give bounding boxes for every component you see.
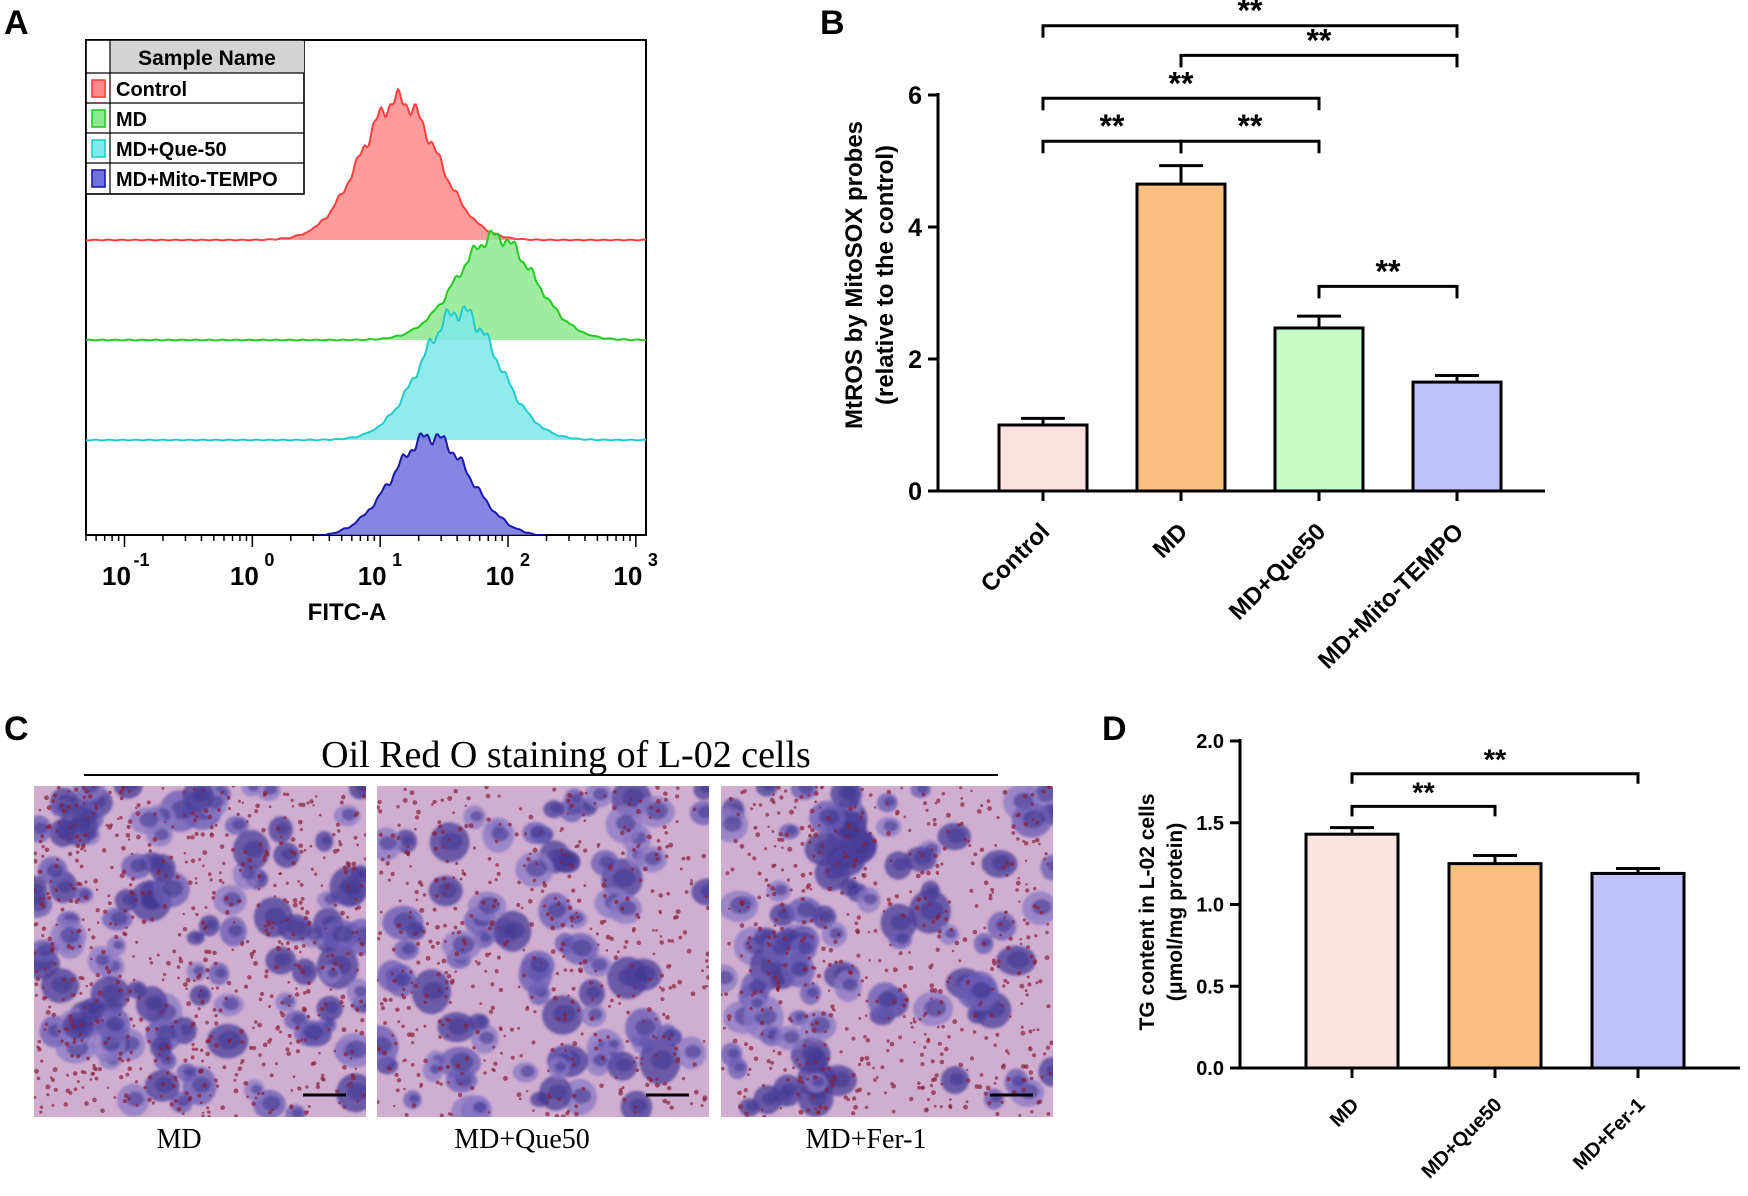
panel-c-title: Oil Red O staining of L-02 cells xyxy=(321,734,811,776)
y-axis-label-b-line1: MtROS by MitoSOX probes xyxy=(841,121,868,429)
significance-label-5: ** xyxy=(1376,253,1401,289)
x-tick-label-a-1: 10 xyxy=(230,561,259,591)
x-category-label-1: MD xyxy=(1148,518,1193,563)
significance-label-1: ** xyxy=(1238,108,1263,144)
legend-swatch-3 xyxy=(91,169,106,188)
legend-label-1: MD xyxy=(116,109,147,131)
panel-d-bar-chart: TG content in L-02 cells (μmol/mg protei… xyxy=(1136,731,1740,1183)
legend-swatch-0 xyxy=(91,79,106,98)
significance-label-0: ** xyxy=(1100,108,1125,144)
y-tick-label-4: 2.0 xyxy=(1196,731,1224,753)
micrograph-caption-1: MD+Que50 xyxy=(454,1124,590,1155)
x-category-label-2: MD+Fer-1 xyxy=(1569,1094,1649,1174)
panel-label-d: D xyxy=(1102,710,1127,748)
y-tick-label-3: 6 xyxy=(908,82,922,110)
micrograph-md xyxy=(34,786,366,1117)
histogram-area-1 xyxy=(86,230,646,341)
x-category-label-3: MD+Mito-TEMPO xyxy=(1313,518,1469,674)
panel-label-a: A xyxy=(4,4,29,42)
micrograph-caption-2: MD+Fer-1 xyxy=(806,1124,927,1155)
y-tick-label-3: 1.5 xyxy=(1196,813,1224,835)
legend-label-0: Control xyxy=(116,79,187,101)
x-axis-label-a: FITC-A xyxy=(308,599,387,626)
panel-label-c: C xyxy=(4,710,29,748)
x-tick-exp-a-3: 2 xyxy=(520,550,530,570)
x-tick-label-a-0: 10 xyxy=(102,561,131,591)
significance-bracket-0 xyxy=(1350,804,1497,817)
histogram-line-3 xyxy=(313,432,548,535)
significance-bracket-5 xyxy=(1317,284,1459,299)
histogram-area-3 xyxy=(325,433,537,535)
micrograph-caption-0: MD xyxy=(156,1124,201,1155)
y-axis-label-d-line1: TG content in L-02 cells xyxy=(1136,794,1159,1031)
x-tick-exp-a-4: 3 xyxy=(648,550,658,570)
x-category-label-1: MD+Que50 xyxy=(1417,1094,1506,1183)
histogram-line-2 xyxy=(86,305,646,442)
bar-md-que50 xyxy=(1273,326,1365,493)
panel-label-b: B xyxy=(820,4,845,42)
x-category-label-0: Control xyxy=(976,518,1055,597)
histogram-line-0 xyxy=(86,87,646,242)
bar-md-que50 xyxy=(1447,862,1543,1070)
x-tick-exp-a-1: 0 xyxy=(264,550,274,570)
micrograph-md-que50 xyxy=(377,786,709,1117)
bar-md xyxy=(1135,182,1227,493)
x-category-label-2: MD+Que50 xyxy=(1224,518,1331,625)
legend-swatch-1 xyxy=(91,109,106,128)
legend-label-2: MD+Que-50 xyxy=(116,139,227,161)
significance-label-3: ** xyxy=(1307,22,1332,58)
legend-swatch-2 xyxy=(91,139,106,158)
bar-md-mito-tempo xyxy=(1411,380,1503,493)
y-axis-label-d-line2: (μmol/mg protein) xyxy=(1164,823,1187,1002)
legend-header: Sample Name xyxy=(138,47,276,70)
significance-bracket-2 xyxy=(1041,96,1321,111)
significance-bracket-3 xyxy=(1179,53,1459,68)
micrograph-md-fer-1 xyxy=(721,786,1053,1117)
y-axis-label-b-line2: (relative to the control) xyxy=(872,145,899,405)
y-tick-label-1: 2 xyxy=(908,346,922,374)
histogram-line-1 xyxy=(86,229,646,342)
x-tick-label-a-4: 10 xyxy=(613,561,642,591)
x-tick-label-a-3: 10 xyxy=(486,561,515,591)
y-tick-label-0: 0 xyxy=(908,478,922,506)
x-tick-exp-a-2: 1 xyxy=(392,550,402,570)
panel-b-bar-chart: MtROS by MitoSOX probes (relative to the… xyxy=(841,0,1545,674)
histogram-legend: Sample Name Control MD MD+Que-50 MD+Mito-TE… xyxy=(85,39,305,195)
significance-label-1: ** xyxy=(1484,745,1507,777)
x-category-label-0: MD xyxy=(1326,1094,1364,1132)
x-tick-exp-a-0: -1 xyxy=(133,550,149,570)
bar-md xyxy=(1304,832,1400,1070)
legend-label-3: MD+Mito-TEMPO xyxy=(116,169,278,191)
y-tick-label-2: 4 xyxy=(908,214,922,242)
bar-md-fer-1 xyxy=(1590,871,1686,1070)
significance-label-0: ** xyxy=(1412,777,1435,809)
significance-label-2: ** xyxy=(1169,65,1194,101)
y-tick-label-2: 1.0 xyxy=(1196,895,1224,917)
significance-bracket-1 xyxy=(1350,772,1640,784)
y-tick-label-1: 0.5 xyxy=(1196,976,1224,998)
significance-bracket-1 xyxy=(1179,139,1321,154)
x-tick-label-a-2: 10 xyxy=(358,561,387,591)
panel-c-microscopy: Oil Red O staining of L-02 cells MD MD+Qu… xyxy=(34,734,1053,1155)
histogram-area-0 xyxy=(86,89,646,241)
y-tick-label-0: 0.0 xyxy=(1196,1058,1224,1080)
histogram-area-2 xyxy=(86,306,646,441)
significance-bracket-4 xyxy=(1041,24,1459,38)
significance-label-4: ** xyxy=(1238,0,1263,29)
bar-control xyxy=(997,423,1089,493)
